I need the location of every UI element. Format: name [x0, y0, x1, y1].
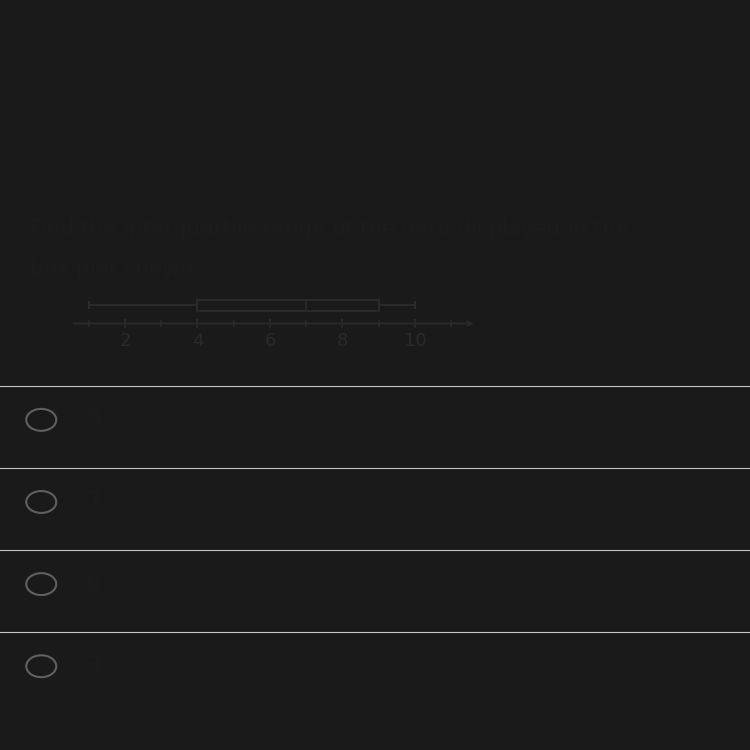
Text: 6: 6	[86, 572, 101, 596]
Text: 3: 3	[86, 654, 101, 678]
Text: 2: 2	[119, 332, 130, 350]
Text: 10: 10	[404, 332, 426, 350]
Text: Find the interquartile range of the data displayed in the: Find the interquartile range of the data…	[30, 219, 629, 239]
Text: box plot shown.: box plot shown.	[30, 260, 200, 280]
Text: 8: 8	[337, 332, 348, 350]
Text: 4: 4	[192, 332, 203, 350]
Bar	[197, 300, 379, 310]
Text: 9: 9	[86, 408, 101, 432]
Text: 6: 6	[264, 332, 276, 350]
Text: 7: 7	[86, 490, 101, 514]
